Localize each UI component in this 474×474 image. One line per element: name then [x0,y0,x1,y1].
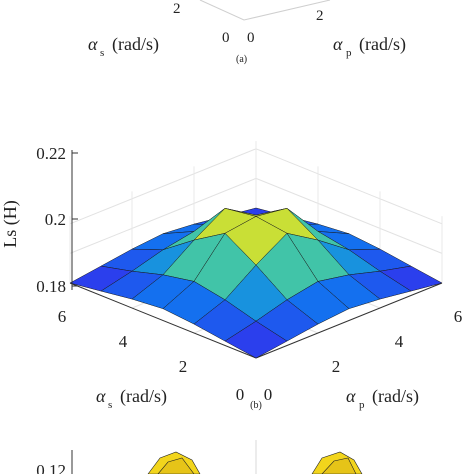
panel-a-label: (a) [236,54,247,65]
panel-a-x-axis-label: α s (rad/s) [88,34,159,59]
alpha-s-subscript: s [100,47,104,59]
y-axis-label: α p (rad/s) [346,386,419,411]
x-tick-label: 4 [119,332,128,351]
x-tick-label: 0 [236,385,245,404]
panel-a-y-tick-zero: 0 [247,30,255,46]
y-tick-label: 2 [332,357,341,376]
x-tick-label: 6 [58,307,67,326]
alpha-p-subscript: p [346,47,352,59]
surface-peak-left-inner [157,457,195,474]
alpha-p-subscript: p [359,399,365,411]
panel-c-z-tick-label: 0.12 [36,461,66,474]
z-tick-label: 0.2 [45,210,66,229]
wall-grid-line [255,177,443,254]
panel-b-label: (b) [250,400,262,411]
wall-grid-line [69,177,257,254]
alpha-p-symbol: α [346,386,356,406]
wall-grid-line [69,148,257,225]
alpha-p-unit: (rad/s) [359,34,406,55]
surface-peak-right-inner [321,457,357,474]
surface-patch [224,320,288,359]
alpha-s-unit: (rad/s) [112,34,159,55]
x-axis-line [69,282,257,359]
panel-a-floor-edges [199,0,331,21]
x-axis-label: α s (rad/s) [96,386,167,411]
panel-a: 2 2 0 0 (a) α s (rad/s) α p (rad/s) [88,0,406,65]
panel-a-x-tick: 2 [173,1,181,17]
alpha-s-unit: (rad/s) [120,386,167,407]
panel-a-y-axis-label: α p (rad/s) [333,34,406,59]
z-axis-label: Ls (H) [0,200,21,248]
alpha-p-symbol: α [333,34,343,54]
wall-grid-line [255,148,443,225]
panel-a-x-tick-zero: 0 [222,30,230,46]
alpha-p-unit: (rad/s) [372,386,419,407]
y-axis-line [255,282,443,359]
y-tick-label: 4 [395,332,404,351]
x-tick-label: 2 [179,357,188,376]
panel-b: 0.22 0.2 0.18 Ls (H) 6 4 2 0 0 2 4 6 (b)… [0,141,462,411]
alpha-s-symbol: α [88,34,98,54]
z-tick-label: 0.18 [36,277,66,296]
panel-b-surface [69,207,443,359]
alpha-s-symbol: α [96,386,106,406]
alpha-s-subscript: s [108,399,112,411]
z-tick-label: 0.22 [36,144,66,163]
panel-c-surface-top [147,451,363,474]
y-tick-label: 6 [454,307,463,326]
y-tick-label: 0 [264,385,273,404]
panel-a-y-tick: 2 [316,8,324,24]
panel-c: 0.12 [36,440,363,474]
